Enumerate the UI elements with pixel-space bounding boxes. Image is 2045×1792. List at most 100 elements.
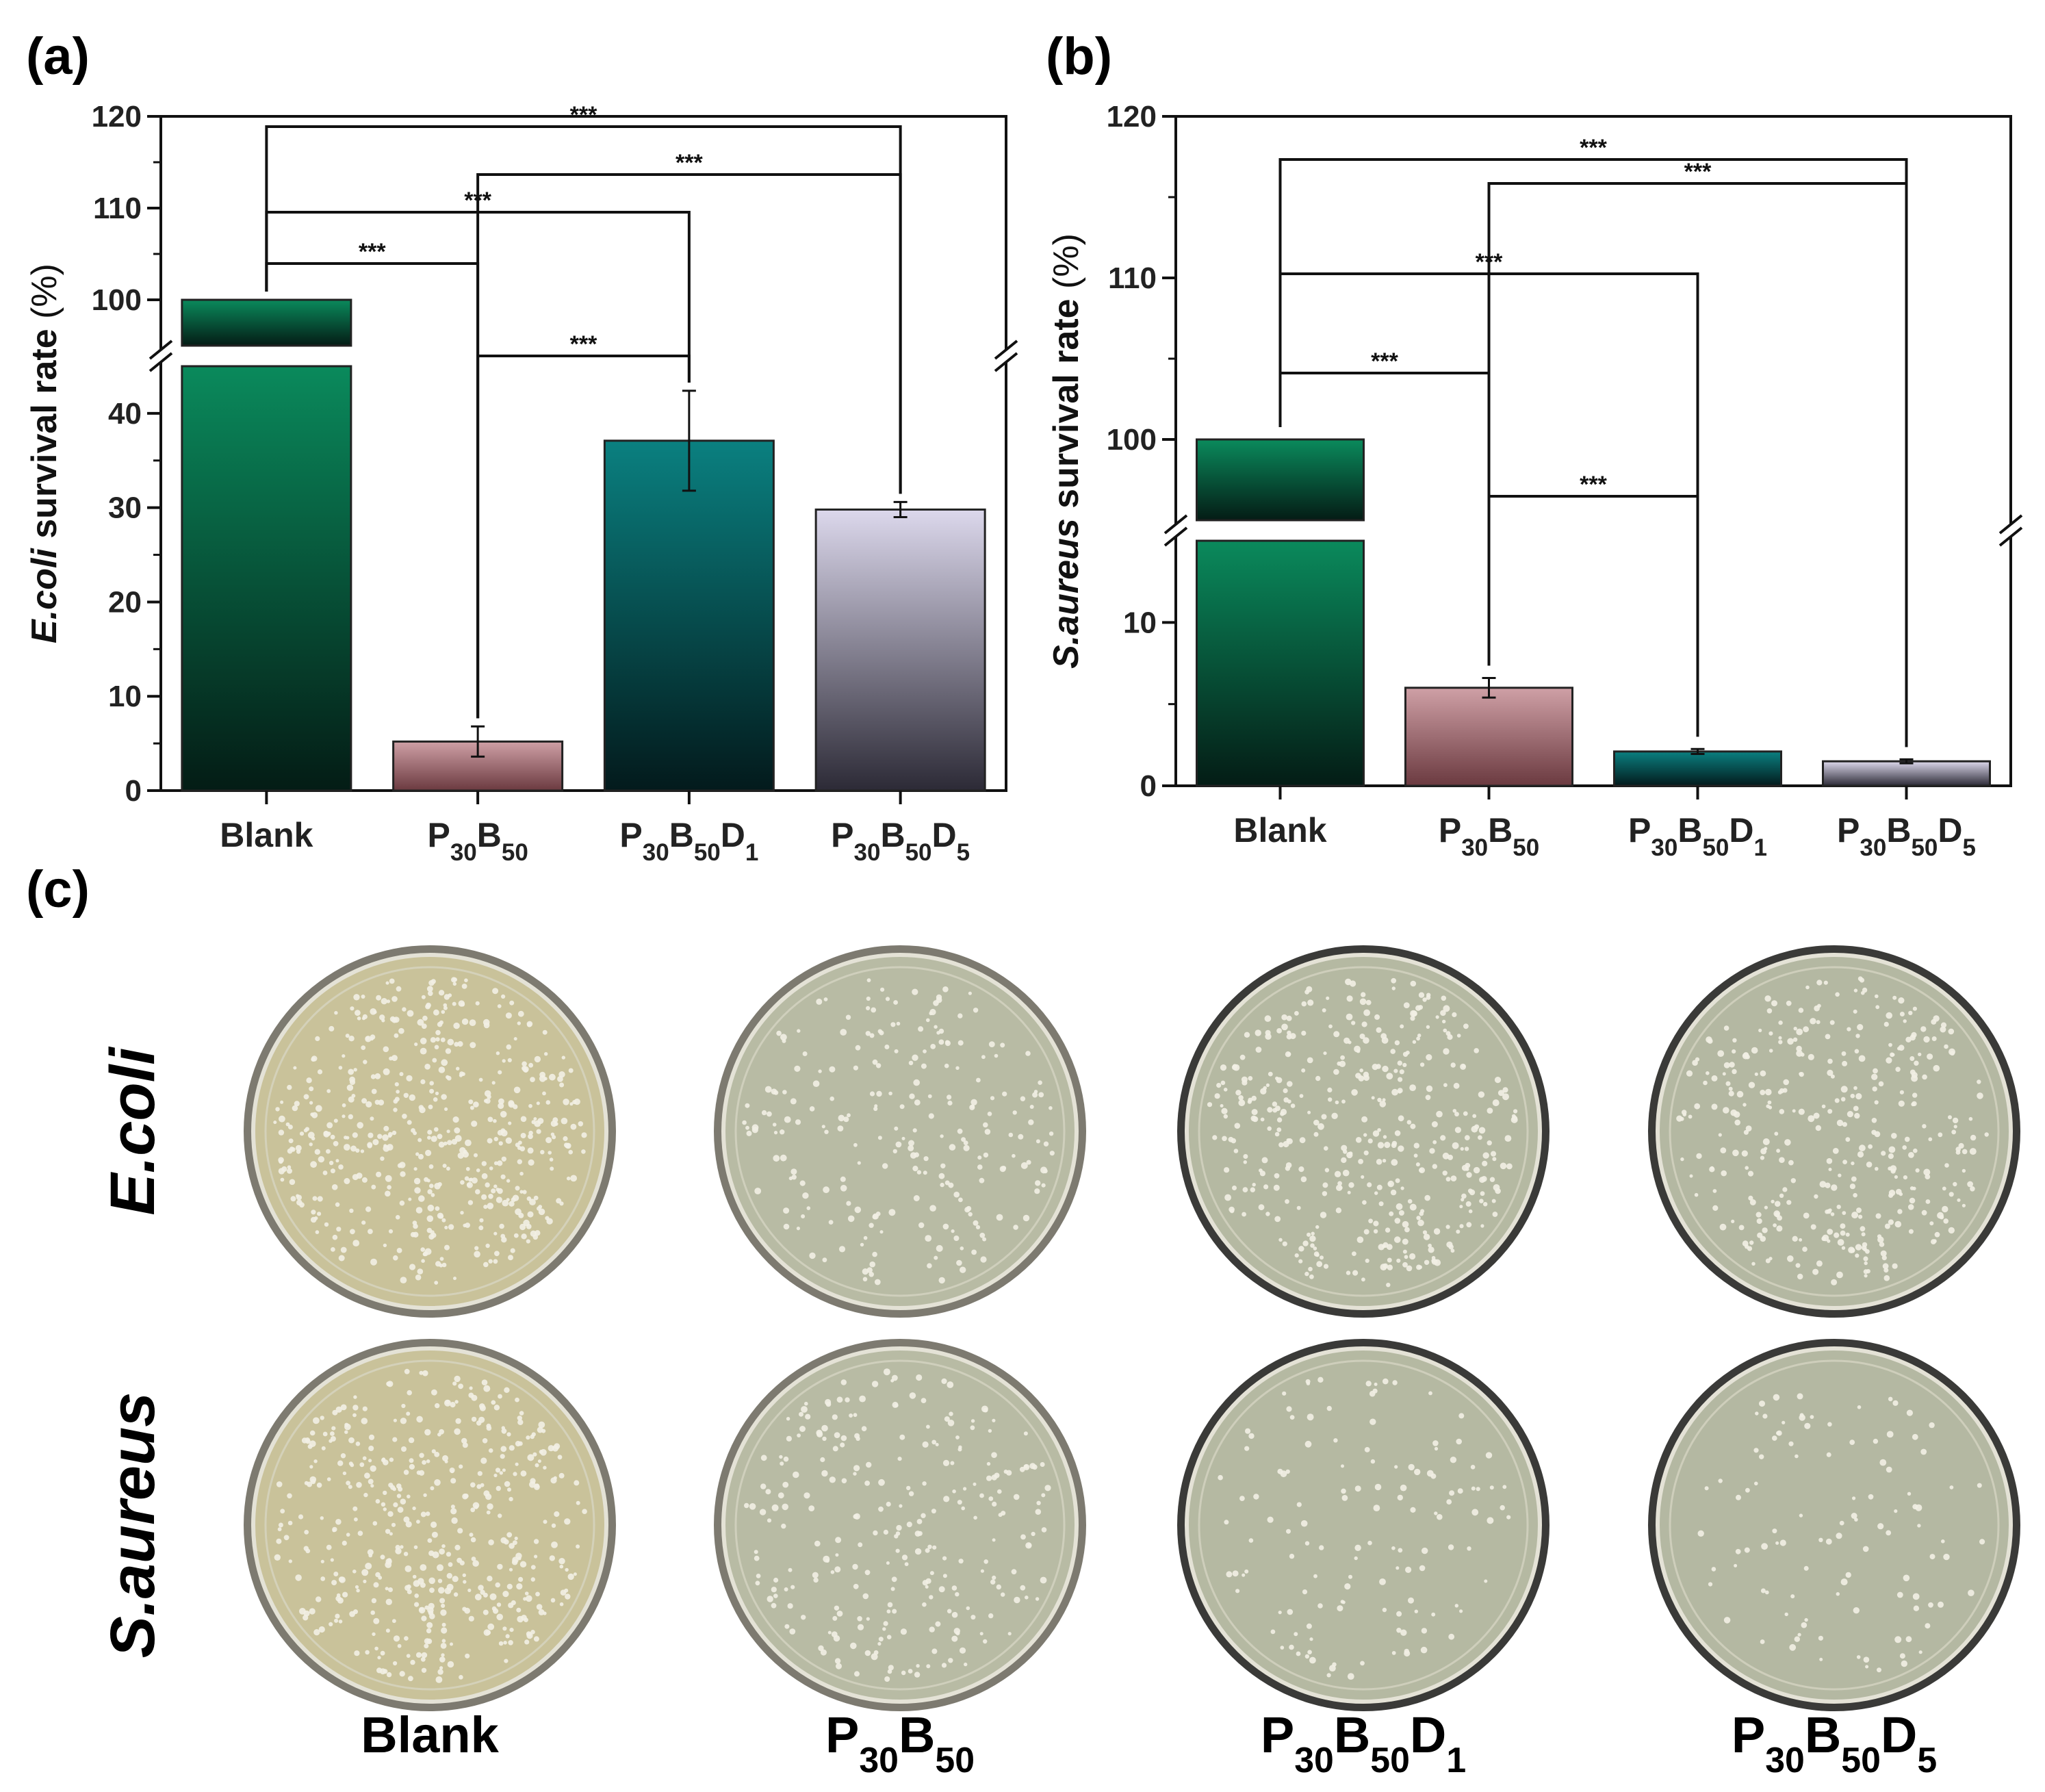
label-part: P bbox=[1439, 811, 1461, 849]
colony bbox=[418, 1470, 425, 1476]
colony bbox=[1404, 1650, 1411, 1657]
colony bbox=[759, 1509, 767, 1515]
colony bbox=[1394, 1236, 1401, 1243]
colony bbox=[1758, 1028, 1762, 1032]
colony bbox=[973, 1515, 977, 1520]
colony bbox=[359, 1462, 365, 1468]
colony bbox=[1337, 1605, 1343, 1612]
colony bbox=[397, 1163, 402, 1168]
colony bbox=[441, 1627, 448, 1634]
colony bbox=[470, 1482, 476, 1488]
colony bbox=[836, 1611, 843, 1617]
colony bbox=[1430, 1473, 1437, 1479]
subscript: 30 bbox=[1765, 1740, 1805, 1780]
colony bbox=[1863, 1269, 1868, 1275]
colony bbox=[1238, 1099, 1246, 1107]
colony bbox=[1884, 1223, 1890, 1229]
colony bbox=[1760, 1639, 1765, 1644]
colony bbox=[1313, 1246, 1317, 1251]
colony bbox=[930, 1044, 936, 1049]
subscript: 30 bbox=[1294, 1740, 1334, 1780]
colony bbox=[1899, 1012, 1905, 1016]
colony bbox=[517, 1419, 524, 1425]
colony bbox=[1720, 1147, 1727, 1153]
colony bbox=[1762, 1413, 1768, 1419]
colony bbox=[1789, 1643, 1797, 1651]
colony bbox=[472, 1560, 479, 1567]
colony bbox=[1883, 1268, 1889, 1273]
colony bbox=[505, 1012, 512, 1019]
colony bbox=[1819, 1181, 1827, 1188]
colony bbox=[1354, 1485, 1361, 1492]
subscript: 30 bbox=[1651, 834, 1677, 861]
colony bbox=[834, 1658, 841, 1664]
colony bbox=[1307, 1232, 1311, 1237]
colony bbox=[816, 998, 823, 1005]
agar bbox=[1656, 953, 2013, 1310]
colony bbox=[1251, 1095, 1257, 1101]
colony bbox=[1741, 1150, 1748, 1157]
colony bbox=[1307, 1413, 1314, 1421]
colony bbox=[1445, 1031, 1451, 1036]
colony bbox=[399, 1671, 405, 1677]
colony bbox=[1888, 1042, 1892, 1047]
colony bbox=[1437, 1513, 1443, 1520]
colony bbox=[897, 1457, 902, 1461]
colony bbox=[1918, 1650, 1922, 1654]
colony bbox=[1358, 1159, 1363, 1164]
colony bbox=[361, 1045, 366, 1050]
colony bbox=[397, 1507, 404, 1513]
column-label: Blank bbox=[361, 1706, 499, 1763]
colony bbox=[1406, 1120, 1412, 1125]
colony bbox=[485, 1243, 490, 1249]
colony bbox=[771, 1587, 777, 1593]
colony bbox=[947, 1095, 952, 1100]
colony bbox=[979, 1493, 984, 1498]
y-tick-label: 110 bbox=[1108, 261, 1157, 295]
colony bbox=[333, 1118, 338, 1123]
colony bbox=[1478, 1135, 1482, 1140]
colony bbox=[1011, 1569, 1017, 1575]
colony bbox=[1886, 1012, 1892, 1019]
colony bbox=[1207, 1102, 1213, 1108]
colony bbox=[1040, 1462, 1045, 1467]
colony bbox=[864, 1570, 871, 1576]
colony bbox=[872, 1251, 877, 1257]
colony bbox=[468, 1392, 474, 1398]
colony bbox=[467, 1588, 472, 1592]
colony bbox=[802, 1051, 808, 1056]
colony bbox=[496, 1613, 503, 1621]
colony bbox=[468, 1099, 474, 1105]
colony bbox=[1852, 1496, 1856, 1500]
colony bbox=[1252, 1116, 1259, 1123]
colony bbox=[1853, 1607, 1860, 1614]
colony bbox=[891, 1576, 897, 1583]
colony bbox=[364, 1472, 370, 1479]
colony bbox=[1412, 1040, 1417, 1044]
colony bbox=[1903, 1175, 1907, 1180]
colony bbox=[1376, 1159, 1382, 1165]
colony bbox=[413, 1167, 417, 1171]
colony bbox=[413, 1177, 421, 1185]
colony bbox=[1776, 1225, 1783, 1232]
colony bbox=[1417, 1034, 1422, 1038]
colony bbox=[1902, 1145, 1907, 1150]
colony bbox=[476, 1484, 482, 1489]
colony bbox=[1333, 1031, 1340, 1038]
colony bbox=[904, 1562, 909, 1567]
colony bbox=[979, 1232, 986, 1238]
colony bbox=[1446, 1499, 1452, 1505]
colony bbox=[1410, 1123, 1416, 1129]
colony bbox=[1933, 1239, 1937, 1244]
colony bbox=[581, 1149, 586, 1154]
colony bbox=[913, 1079, 920, 1086]
colony bbox=[1827, 1058, 1833, 1064]
colony bbox=[329, 1025, 335, 1032]
colony bbox=[1742, 1240, 1749, 1247]
colony bbox=[1874, 1100, 1879, 1105]
colony bbox=[1426, 1085, 1433, 1092]
colony bbox=[441, 1059, 448, 1066]
colony bbox=[1760, 1070, 1766, 1077]
colony bbox=[1738, 1225, 1745, 1231]
colony bbox=[1386, 1244, 1393, 1251]
